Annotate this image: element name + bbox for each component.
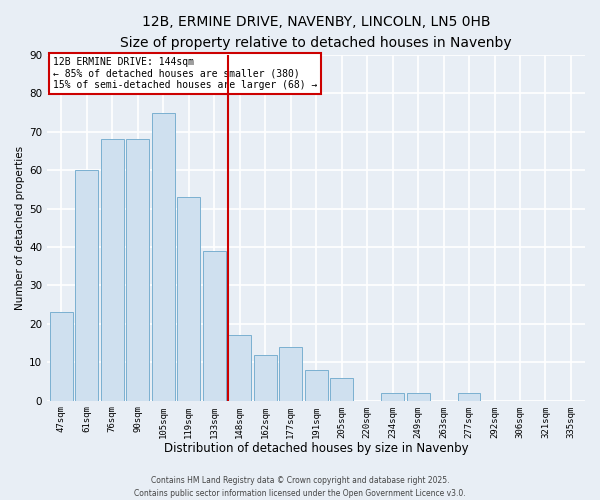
Y-axis label: Number of detached properties: Number of detached properties — [15, 146, 25, 310]
Bar — [407, 393, 430, 400]
Bar — [254, 354, 277, 401]
Title: 12B, ERMINE DRIVE, NAVENBY, LINCOLN, LN5 0HB
Size of property relative to detach: 12B, ERMINE DRIVE, NAVENBY, LINCOLN, LN5… — [120, 15, 512, 50]
Bar — [228, 336, 251, 400]
Bar — [381, 393, 404, 400]
Bar — [152, 112, 175, 401]
X-axis label: Distribution of detached houses by size in Navenby: Distribution of detached houses by size … — [164, 442, 469, 455]
Text: Contains HM Land Registry data © Crown copyright and database right 2025.
Contai: Contains HM Land Registry data © Crown c… — [134, 476, 466, 498]
Bar — [101, 140, 124, 400]
Bar — [50, 312, 73, 400]
Bar — [75, 170, 98, 400]
Bar — [203, 251, 226, 400]
Bar — [458, 393, 481, 400]
Bar — [330, 378, 353, 400]
Bar — [279, 347, 302, 401]
Text: 12B ERMINE DRIVE: 144sqm
← 85% of detached houses are smaller (380)
15% of semi-: 12B ERMINE DRIVE: 144sqm ← 85% of detach… — [53, 56, 317, 90]
Bar — [177, 197, 200, 400]
Bar — [305, 370, 328, 400]
Bar — [126, 140, 149, 400]
